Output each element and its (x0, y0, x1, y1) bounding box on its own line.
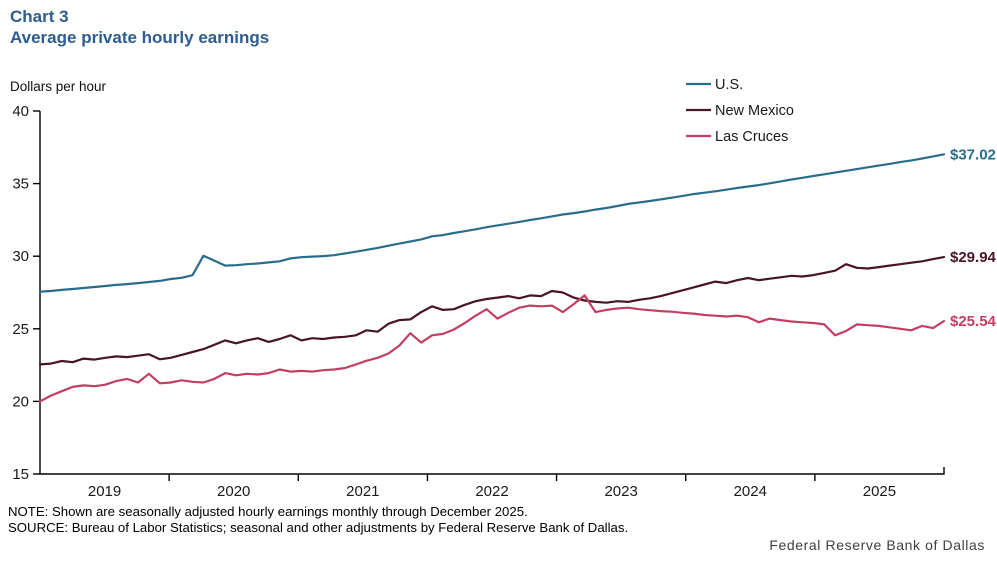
x-tick-label: 2019 (88, 483, 121, 500)
y-tick-label: 30 (12, 248, 29, 265)
x-tick-label: 2023 (604, 483, 637, 500)
axis-frame (39, 111, 945, 475)
y-tick-label: 15 (12, 466, 29, 483)
x-tick-label: 2020 (217, 483, 250, 500)
x-tick-label: 2022 (475, 483, 508, 500)
series-line-us (38, 153, 946, 293)
source-text: SOURCE: Bureau of Labor Statistics; seas… (8, 519, 629, 535)
y-axis-units-label: Dollars per hour (10, 79, 107, 94)
y-tick-label: 40 (12, 103, 29, 120)
chart-title: Average private hourly earnings (10, 28, 270, 47)
x-tick-label: 2024 (734, 483, 767, 500)
end-value-label: $37.02 (950, 146, 996, 163)
x-tick-label: 2025 (863, 483, 896, 500)
end-value-label: $25.54 (950, 313, 997, 330)
chart-number: Chart 3 (10, 7, 69, 26)
legend-label: U.S. (715, 77, 743, 93)
note-block: NOTE: Shown are seasonally adjusted hour… (8, 504, 628, 535)
y-tick-label: 25 (12, 321, 29, 338)
note-text: NOTE: Shown are seasonally adjusted hour… (8, 504, 528, 519)
title-block: Chart 3 Average private hourly earnings (10, 6, 269, 48)
end-value-label: $29.94 (950, 249, 997, 266)
legend-label: New Mexico (715, 103, 794, 119)
y-tick-label: 20 (12, 393, 29, 410)
series-line-newmexico (38, 256, 946, 366)
legend-label: Las Cruces (715, 129, 788, 145)
org-footer: Federal Reserve Bank of Dallas (769, 537, 985, 553)
series-line-lascruces (38, 294, 946, 403)
x-tick-label: 2021 (346, 483, 379, 500)
y-tick-label: 35 (12, 176, 29, 193)
